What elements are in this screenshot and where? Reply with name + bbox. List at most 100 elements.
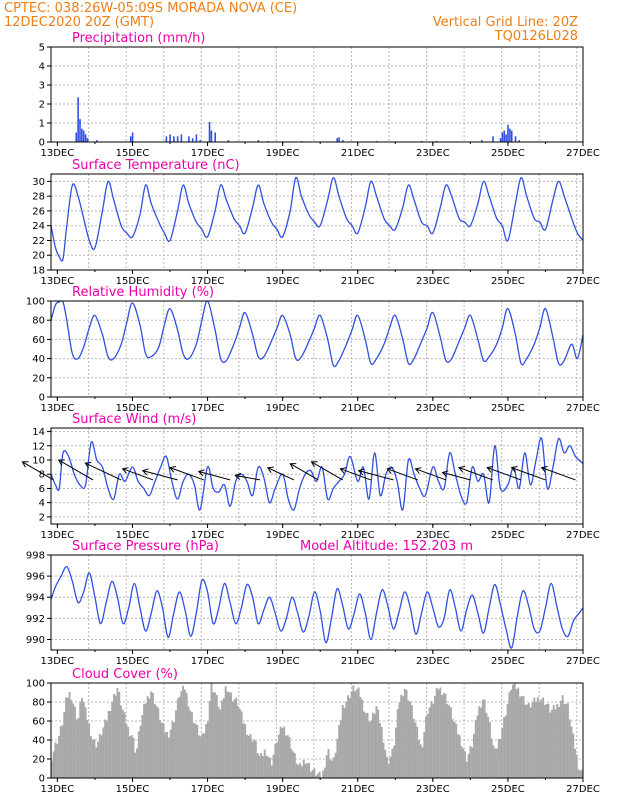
cloud_cover-bar [497, 739, 500, 778]
cloud_cover-bar [364, 713, 367, 778]
cloud_cover-bar [63, 712, 66, 778]
precipitation-xtick-label: 15DEC [116, 148, 150, 159]
precipitation-xtick-label: 27DEC [566, 148, 600, 159]
cloud_cover-bar [449, 707, 452, 778]
pressure-xtick-label: 21DEC [341, 656, 375, 667]
precipitation-bar [257, 140, 260, 142]
cloud_cover-bar [561, 695, 564, 778]
cloud_cover-bar [322, 770, 325, 778]
precipitation-bar [214, 132, 216, 142]
humidity-xtick-label: 19DEC [266, 403, 300, 414]
cloud_cover-bar [545, 704, 548, 778]
cloud_cover-bar [187, 706, 190, 778]
cloud_cover-bar [513, 683, 516, 778]
cloud_cover-bar [396, 709, 399, 778]
cloud_cover-bar [293, 753, 296, 778]
precipitation-bar [210, 130, 213, 142]
cloud_cover-bar [308, 762, 310, 778]
cloud_cover-bar [215, 694, 218, 778]
cloud_cover-bar [279, 726, 282, 778]
precipitation-ytick-label: 3 [39, 81, 45, 92]
cloud_cover-bar [577, 769, 580, 778]
wind-arrow-head [234, 472, 242, 480]
cloud_cover-bar [114, 695, 117, 778]
cloud_cover-bar [254, 741, 257, 778]
cloud_cover-bar [292, 751, 295, 778]
cloud_cover-bar [572, 733, 575, 778]
cloud_cover-bar [331, 760, 334, 778]
cloud_cover-bar [182, 685, 185, 778]
humidity-line [51, 301, 583, 368]
cloud_cover-bar [318, 771, 321, 778]
cloud_cover-bar [324, 767, 326, 778]
cloud_cover-bar [361, 699, 364, 778]
cloud_cover-bar [290, 748, 293, 778]
cloud_cover-bar [430, 701, 433, 778]
cloud_cover-bar [107, 711, 110, 778]
wind-arrow [541, 467, 576, 481]
cloud_cover-bar [368, 721, 371, 778]
precipitation-bar [195, 134, 198, 142]
cloud_cover-bar [203, 733, 206, 778]
wind-arrow-head [84, 462, 92, 469]
cloud_cover-bar [348, 698, 351, 778]
humidity-xtick-label: 23DEC [416, 403, 450, 414]
cloud_cover-bar [206, 721, 209, 778]
cloud_cover-bar [373, 714, 376, 778]
humidity-ytick-label: 20 [32, 373, 45, 384]
wind-arrow-head [310, 461, 318, 468]
precipitation-bar [507, 124, 509, 142]
cloud_cover-bar [276, 742, 279, 778]
cloud_cover-bar [50, 760, 53, 778]
cloud_cover-bar [221, 700, 224, 778]
pressure-ytick-label: 990 [26, 635, 45, 646]
cloud_cover-bar [432, 703, 435, 778]
pressure-panel: Surface Pressure (hPa) Model Altitude: 15… [26, 539, 600, 667]
cloud_cover-bar [212, 692, 215, 778]
cloud_cover-bar [70, 700, 73, 778]
temperature-frame [50, 173, 584, 271]
cloud_cover-bar [231, 701, 234, 778]
cloud_cover-bar [313, 768, 316, 778]
cloud_cover-bar [444, 693, 447, 778]
cloud_cover-bar [171, 721, 174, 778]
cloud_cover-bar [178, 696, 181, 778]
cloud_cover-bar [139, 725, 142, 778]
cloud_cover-bar [524, 704, 527, 778]
cloud_cover-bar [201, 733, 204, 778]
cloud_cover-bar [136, 748, 138, 778]
cloud_cover-bar [426, 713, 429, 778]
cloud_cover-bar [551, 709, 553, 778]
cloud_cover-bar [123, 712, 126, 778]
cloud_cover-bar [88, 723, 91, 778]
header-model: TQ0126L028 [494, 29, 578, 44]
precipitation-bar [169, 134, 171, 142]
humidity-xtick-label: 27DEC [566, 403, 600, 414]
wind-title: Surface Wind (m/s) [72, 412, 196, 427]
cloud_cover-bar [387, 764, 390, 778]
cloud_cover-bar [418, 740, 420, 778]
cloud_cover-bar [565, 703, 568, 778]
cloud_cover-bar [238, 708, 241, 778]
header-date: 12DEC2020 20Z (GMT) [4, 15, 154, 30]
cloud_cover-bar [286, 735, 289, 778]
cloud_cover-bar [435, 687, 438, 778]
cloud_cover-bar [490, 738, 493, 778]
cloud_cover-bar [199, 736, 202, 778]
cloud_cover-bar [309, 771, 312, 778]
precipitation-bar [176, 136, 179, 142]
cloud_cover-bar [58, 735, 60, 778]
cloud_cover-bar [306, 763, 309, 778]
cloud_cover-bar [128, 736, 131, 778]
precipitation-frame [50, 46, 584, 143]
cloud_cover-bar [457, 734, 459, 778]
cloud_cover-bar [533, 697, 536, 778]
cloud_cover-bar [54, 742, 57, 778]
precipitation-bar [79, 119, 81, 142]
wind-ytick-label: 14 [32, 427, 45, 438]
cloud_cover-bar [517, 687, 520, 778]
cloud_cover-bar [111, 701, 114, 778]
wind-arrow [235, 475, 261, 481]
cloud_cover-xtick-label: 23DEC [416, 784, 450, 795]
